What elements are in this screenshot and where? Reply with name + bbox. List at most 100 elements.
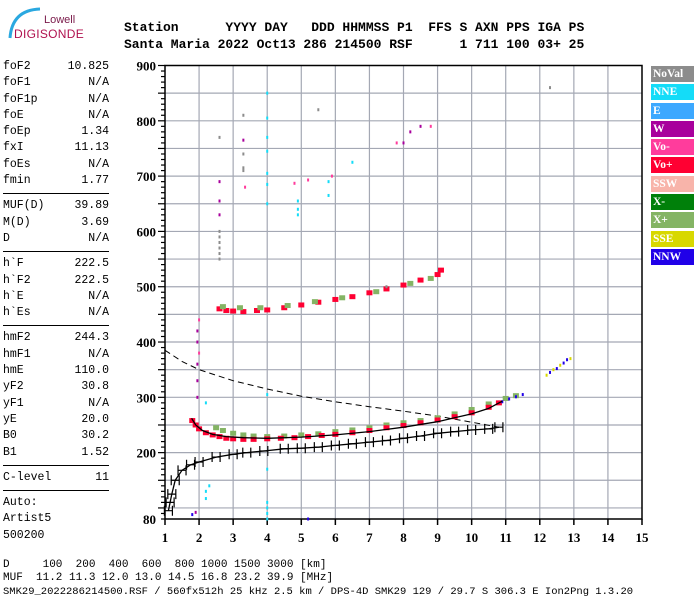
param-row: h`Es N/A	[3, 305, 109, 321]
x-tick-label: 9	[434, 530, 441, 545]
legend-item-vo-: Vo-	[651, 139, 694, 156]
echo-point-nne	[266, 149, 269, 153]
param-label: fxI	[3, 141, 24, 155]
param-value: 1.77	[81, 174, 109, 188]
echo-point-nnw	[521, 393, 524, 397]
echo-point-w	[196, 362, 199, 366]
y-tick-label: 500	[137, 280, 157, 295]
fitted-trace-line	[191, 400, 503, 439]
param-label: hmE	[3, 364, 24, 378]
profile-error-bar	[185, 459, 196, 470]
echo-point-nnw	[566, 358, 569, 362]
x-tick-label: 15	[636, 530, 650, 545]
param-value: 222.5	[74, 257, 109, 271]
echo-point-vo-	[366, 428, 373, 434]
param-row: B1 1.52	[3, 445, 109, 461]
echo-point-w	[196, 379, 199, 383]
echo-point-vo-	[330, 174, 333, 178]
param-row: hmF2 244.3	[3, 330, 109, 346]
profile-error-bar	[194, 457, 204, 468]
echo-point-2nd-hop	[332, 296, 339, 302]
param-label: hmF1	[3, 347, 31, 361]
x-tick-label: 5	[298, 530, 305, 545]
param-label: B1	[3, 445, 17, 459]
echo-point-nne	[266, 182, 269, 186]
profile-error-bar	[494, 422, 504, 433]
profile-error-bar	[313, 442, 323, 453]
echo-point-x-	[383, 422, 390, 428]
echo-point-nnw	[514, 395, 517, 399]
echo-point-vo-	[250, 436, 257, 442]
profile-error-bar	[398, 433, 409, 444]
param-label: foEs	[3, 157, 31, 171]
param-label: foF2	[3, 60, 31, 73]
param-value: 3.69	[81, 215, 109, 229]
legend-item-e: E	[651, 102, 694, 119]
divider	[3, 193, 109, 195]
echo-point-nne	[266, 467, 269, 471]
echo-point-w	[196, 329, 199, 333]
echo-point-spread	[552, 368, 555, 372]
echo-point-x-	[366, 425, 373, 431]
echo-point-w	[402, 141, 405, 145]
legend-item-x-: X-	[651, 194, 694, 211]
echo-point-x-	[332, 429, 339, 435]
echo-point-nne	[327, 180, 330, 184]
echo-point-spread	[545, 373, 548, 377]
param-value: 11.13	[74, 141, 109, 155]
param-row: fxI 11.13	[3, 140, 109, 156]
echo-point-vo-	[244, 185, 247, 189]
param-label: C-level	[3, 470, 52, 484]
profile-error-bar	[165, 497, 175, 508]
profile-error-bar	[364, 437, 375, 448]
param-row: foF2 10.825	[3, 59, 109, 75]
param-value: 20.0	[81, 412, 109, 426]
echo-point-vo-	[383, 425, 390, 431]
echo-point-nne	[266, 511, 269, 515]
echo-point-noval	[218, 246, 221, 250]
echo-point-nne	[266, 393, 269, 397]
echo-point-vo-	[223, 435, 230, 441]
param-row: yF1 N/A	[3, 396, 109, 412]
param-row: yF2 30.8	[3, 379, 109, 395]
param-label: yF1	[3, 396, 24, 410]
param-label: B0	[3, 429, 17, 443]
echo-point-vo-	[451, 414, 458, 420]
param-value: N/A	[88, 92, 109, 106]
profile-error-bar	[415, 431, 426, 442]
echo-point-nne	[266, 116, 269, 120]
x-tick-label: 2	[196, 530, 203, 545]
legend-item-noval: NoVal	[651, 66, 694, 82]
logo-digisonde: DIGISONDE	[14, 27, 85, 41]
echo-point-vo-	[230, 436, 237, 442]
y-tick-label: 600	[137, 224, 157, 239]
param-value: 39.89	[74, 199, 109, 213]
echo-point-2nd-hop	[400, 282, 407, 288]
y-tick-label: 400	[137, 335, 157, 350]
echo-point-w	[419, 124, 422, 128]
echo-point-x-	[502, 395, 509, 401]
echo-point-w	[218, 180, 221, 184]
profile-error-bar	[381, 435, 392, 446]
logo-arc-icon	[8, 7, 41, 39]
echo-point-noval	[218, 235, 221, 239]
param-row: hmF1 N/A	[3, 347, 109, 363]
echo-point-x-	[281, 433, 288, 439]
echo-point-vo-	[240, 436, 247, 442]
echo-point-nnw	[555, 367, 558, 371]
echo-point-vo-	[417, 420, 424, 426]
profile-error-bar	[170, 475, 180, 486]
echo-point-nne	[327, 193, 330, 197]
profile-error-bar	[279, 443, 289, 454]
divider	[3, 464, 109, 466]
x-tick-label: 14	[601, 530, 615, 545]
echo-point-2nd-hop	[383, 286, 390, 292]
auto-scaling-info: Auto:	[3, 496, 38, 510]
echo-point-noval	[242, 166, 245, 170]
echo-point-noval	[218, 135, 221, 139]
echo-point-nne	[266, 500, 269, 504]
echo-point-2nd-hop-x	[311, 299, 318, 305]
echo-point-noval	[242, 113, 245, 117]
param-row: foEs N/A	[3, 157, 109, 173]
